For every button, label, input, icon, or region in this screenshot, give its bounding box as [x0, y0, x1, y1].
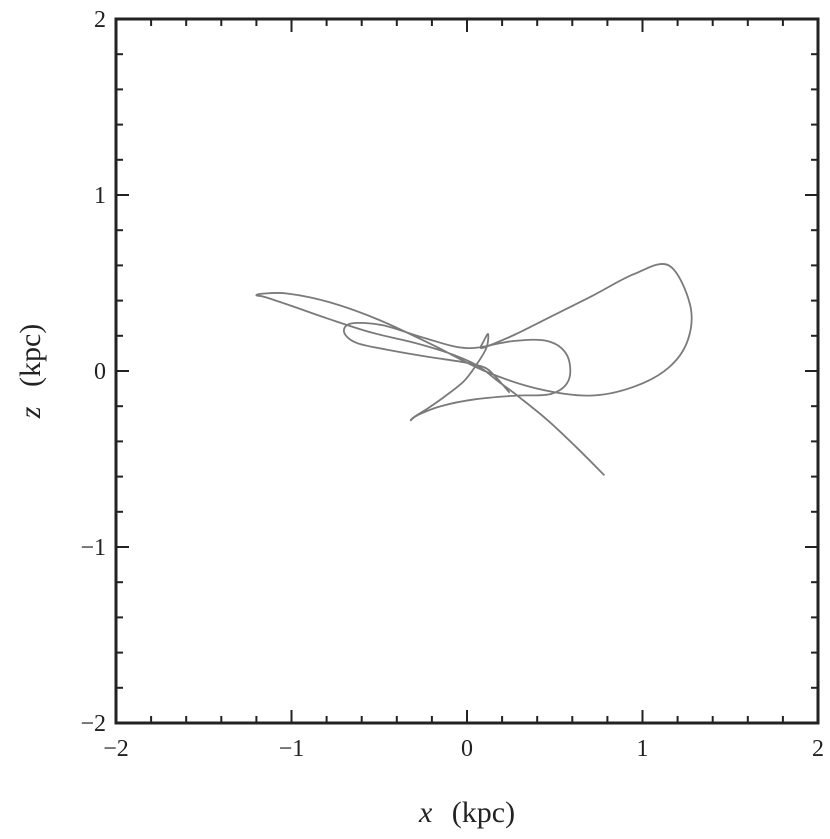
- x-tick-labels: −2 −1 0 1 2: [103, 736, 824, 762]
- x-tick-label: 0: [461, 736, 473, 762]
- axis-ticks: [115, 18, 819, 724]
- series-group: [255, 263, 693, 476]
- y-tick-label: 0: [94, 359, 106, 385]
- y-tick-label: 1: [94, 183, 106, 209]
- y-tick-labels: −2 −1 0 1 2: [80, 7, 106, 737]
- x-axis-unit: (kpc): [452, 796, 515, 829]
- y-axis-variable: z: [14, 406, 47, 419]
- plot-frame: [114, 17, 820, 725]
- y-tick-label: −2: [80, 711, 106, 737]
- x-tick-label: 1: [637, 736, 649, 762]
- x-tick-label: 2: [812, 736, 824, 762]
- x-tick-label: −2: [103, 736, 129, 762]
- y-axis-unit: (kpc): [14, 324, 47, 387]
- x-tick-label: −1: [279, 736, 305, 762]
- x-axis-variable: x: [418, 796, 433, 829]
- y-tick-label: 2: [94, 7, 106, 33]
- y-tick-label: −1: [80, 535, 106, 561]
- y-axis-label: z (kpc): [14, 324, 47, 419]
- x-axis-label: x (kpc): [418, 796, 515, 829]
- orbit-trajectory-line: [255, 263, 693, 476]
